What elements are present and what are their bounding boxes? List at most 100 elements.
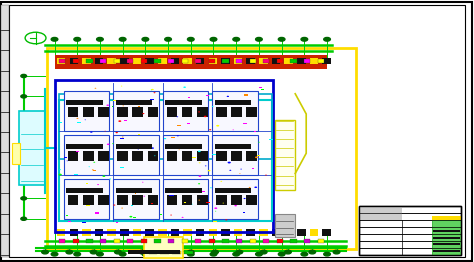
Bar [98,151,109,161]
Bar [263,59,269,63]
Bar [93,170,96,171]
Bar [206,202,210,203]
Circle shape [220,181,222,182]
Circle shape [225,219,228,221]
Bar [177,125,181,126]
Circle shape [244,198,246,199]
Bar [55,80,273,232]
Circle shape [142,182,144,183]
Bar [98,107,109,117]
Bar [216,107,227,117]
Circle shape [139,250,146,254]
Bar [66,100,103,105]
Bar [145,237,182,258]
Bar [277,59,283,63]
Bar [212,154,216,155]
Bar [231,107,242,117]
Bar [77,122,81,123]
Bar [432,248,461,255]
Bar [66,144,103,149]
Bar [224,85,227,86]
Bar [100,59,106,63]
Bar [243,212,245,213]
Circle shape [176,116,178,117]
Circle shape [112,143,114,144]
Bar [182,151,192,161]
Bar [66,215,68,216]
Circle shape [119,252,126,256]
Circle shape [198,151,201,152]
Bar [132,151,143,161]
Bar [284,58,293,64]
Bar [160,214,162,215]
Bar [182,107,192,117]
Bar [82,58,91,64]
Bar [127,59,133,63]
Circle shape [89,166,90,167]
Circle shape [95,88,96,89]
Bar [160,251,169,254]
Circle shape [249,187,251,188]
Bar [138,134,140,135]
Bar [108,229,116,236]
Bar [64,91,109,131]
Bar [120,229,128,236]
Bar [120,167,124,168]
Bar [433,243,460,245]
Bar [432,227,461,234]
Bar [95,229,103,236]
Bar [57,80,273,229]
Bar [86,239,92,243]
Bar [257,155,260,156]
Bar [146,58,154,64]
Bar [57,229,65,236]
Circle shape [21,156,27,159]
Circle shape [187,37,194,41]
Bar [171,229,179,236]
Circle shape [118,146,120,147]
Circle shape [199,176,201,177]
Circle shape [260,250,267,254]
Bar [272,58,280,64]
Circle shape [113,205,115,206]
Bar [284,229,293,236]
Circle shape [109,178,111,179]
Circle shape [97,184,99,185]
Bar [261,89,264,90]
Bar [209,59,215,63]
Bar [166,195,177,205]
Bar [195,59,201,63]
Circle shape [210,37,217,41]
Bar [310,229,318,236]
Bar [171,137,175,138]
Bar [147,195,158,205]
Bar [111,106,113,107]
Bar [127,239,133,243]
Bar [82,229,91,236]
Bar [59,100,272,221]
Circle shape [208,170,210,171]
Bar [59,239,65,243]
Circle shape [151,89,154,90]
Circle shape [240,169,242,170]
Bar [433,230,460,232]
Circle shape [182,217,183,218]
Circle shape [233,37,239,41]
Circle shape [255,252,262,256]
Circle shape [90,132,92,133]
Bar [187,123,190,124]
Circle shape [154,92,155,93]
Bar [432,241,461,248]
Bar [73,59,79,63]
Circle shape [21,74,27,78]
Bar [113,100,118,101]
Bar [212,135,258,175]
Circle shape [324,252,330,256]
Bar [116,222,118,223]
Circle shape [21,217,27,220]
Bar [222,239,228,243]
Circle shape [187,250,194,254]
Bar [322,58,331,64]
Bar [170,195,173,196]
Bar [172,251,181,254]
